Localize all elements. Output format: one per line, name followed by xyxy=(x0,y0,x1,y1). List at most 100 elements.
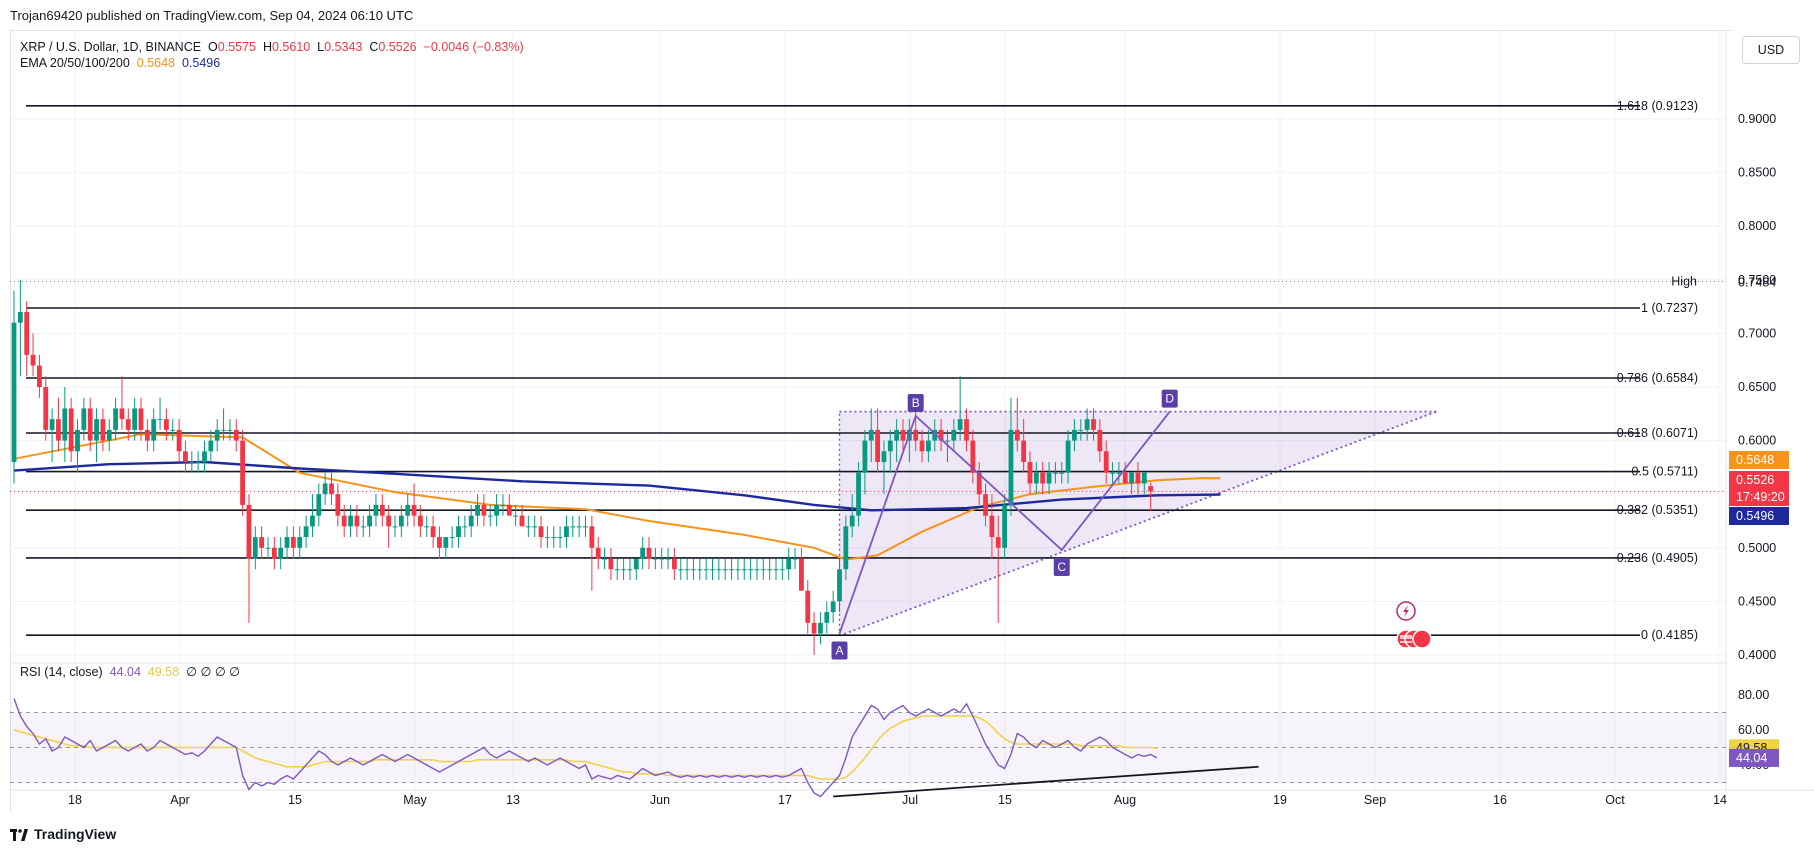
candle-body xyxy=(411,504,417,516)
pattern-point-badge xyxy=(907,393,924,412)
candle-body xyxy=(1040,472,1046,484)
candle-body xyxy=(468,515,474,527)
candle-body xyxy=(799,558,804,591)
candle-body xyxy=(284,537,290,548)
candle-body xyxy=(170,429,176,431)
rsi-value: 44.04 xyxy=(109,665,141,679)
candle-body xyxy=(614,569,620,571)
candle-body xyxy=(843,526,849,570)
candle-body xyxy=(640,547,646,559)
candle-body xyxy=(456,526,461,538)
candle-body xyxy=(24,311,30,355)
rsi-ma-line xyxy=(13,715,1158,780)
time-tick-label: 13 xyxy=(506,793,520,807)
candle-body xyxy=(310,515,315,527)
time-tick-label: Apr xyxy=(170,793,189,807)
price-tag-text: 0.5648 xyxy=(1736,453,1774,467)
candle-body xyxy=(862,440,868,473)
candle-body xyxy=(710,569,715,571)
candle-body xyxy=(151,419,157,441)
candle-body xyxy=(398,515,404,527)
footer: TradingView xyxy=(10,826,116,842)
candle-body xyxy=(900,429,906,441)
candle-body xyxy=(202,451,207,463)
candle-body xyxy=(983,494,988,516)
pattern-point-badge xyxy=(1053,557,1070,576)
candle-body xyxy=(818,622,823,634)
candle-body xyxy=(183,451,188,463)
price-tick-label: 0.9000 xyxy=(1738,112,1776,126)
close-label: C xyxy=(369,40,379,54)
candle-body xyxy=(189,462,195,464)
price-tick-label: 0.4000 xyxy=(1738,648,1776,662)
candle-body xyxy=(805,590,811,623)
candle-body xyxy=(754,569,760,571)
price-tag-bg xyxy=(1729,507,1789,525)
candle-body xyxy=(760,569,766,571)
candle-body xyxy=(119,408,125,420)
time-tick-label: Aug xyxy=(1114,793,1136,807)
candle-body xyxy=(1078,429,1084,431)
candle-body xyxy=(271,547,277,559)
ema-legend[interactable]: EMA 20/50/100/200 0.5648 0.5496 xyxy=(20,56,220,70)
rsi-tag-bg xyxy=(1729,748,1779,767)
candle-body xyxy=(652,558,658,560)
candle-body xyxy=(1135,472,1141,484)
symbol-label[interactable]: XRP / U.S. Dollar, 1D, BINANCE xyxy=(20,40,202,54)
candle-body xyxy=(659,558,665,560)
rsi-tick-label: 60.00 xyxy=(1738,723,1769,737)
candle-body xyxy=(665,558,671,560)
candle-body xyxy=(11,322,17,463)
candle-body xyxy=(627,569,633,571)
candle-body xyxy=(1072,429,1077,441)
high-label: High xyxy=(1671,275,1697,289)
candle-body xyxy=(887,440,893,452)
candle-body xyxy=(964,419,969,441)
candle-body xyxy=(1097,429,1103,452)
candle-body xyxy=(246,504,252,559)
rsi-legend[interactable]: RSI (14, close) 44.04 49.58 ∅ ∅ ∅ ∅ xyxy=(20,664,240,679)
candle-body xyxy=(938,429,944,441)
ohlc-legend: XRP / U.S. Dollar, 1D, BINANCE O0.5575 H… xyxy=(20,38,524,56)
candle-body xyxy=(564,526,569,538)
candle-body xyxy=(678,569,684,571)
candle-body xyxy=(405,504,411,516)
candle-body xyxy=(227,429,233,431)
footer-brand[interactable]: TradingView xyxy=(34,826,117,842)
rsi-label: RSI (14, close) xyxy=(20,665,103,679)
price-tag-bg xyxy=(1729,488,1789,506)
candle-body xyxy=(30,354,36,366)
low-value: 0.5343 xyxy=(324,40,363,54)
candle-body xyxy=(1021,440,1027,463)
chart-area[interactable] xyxy=(10,30,1731,811)
candle-body xyxy=(37,365,42,387)
candle-body xyxy=(697,569,703,571)
time-tick-label: 16 xyxy=(1493,793,1507,807)
candle-body xyxy=(970,440,976,473)
pattern-point-label: C xyxy=(1057,560,1066,574)
currency-button[interactable]: USD xyxy=(1742,36,1800,64)
fib-level-label: 0.382 (0.5351) xyxy=(1617,503,1698,517)
lightning-glyph-icon xyxy=(1403,605,1409,617)
candle-body xyxy=(729,569,734,571)
candle-body xyxy=(87,408,93,441)
candle-body xyxy=(1103,451,1109,473)
fib-level-label: 0.618 (0.6071) xyxy=(1617,426,1698,440)
open-value: 0.5575 xyxy=(217,40,256,54)
candle-body xyxy=(945,440,950,442)
candle-body xyxy=(443,537,449,548)
candle-body xyxy=(430,526,436,538)
fib-level-label: 0.236 (0.4905) xyxy=(1617,551,1698,565)
ema-blue-line xyxy=(13,460,1221,512)
pattern-path xyxy=(838,411,1171,634)
candle-body xyxy=(462,526,468,528)
candle-body xyxy=(773,569,779,571)
candle-body xyxy=(1033,472,1039,484)
close-value: 0.5526 xyxy=(378,40,417,54)
candle-body xyxy=(392,526,398,528)
pattern-point-badge xyxy=(831,641,848,660)
pattern-point-label: B xyxy=(912,396,920,410)
price-tick-label: 0.8000 xyxy=(1738,219,1776,233)
candle-body xyxy=(506,504,512,516)
